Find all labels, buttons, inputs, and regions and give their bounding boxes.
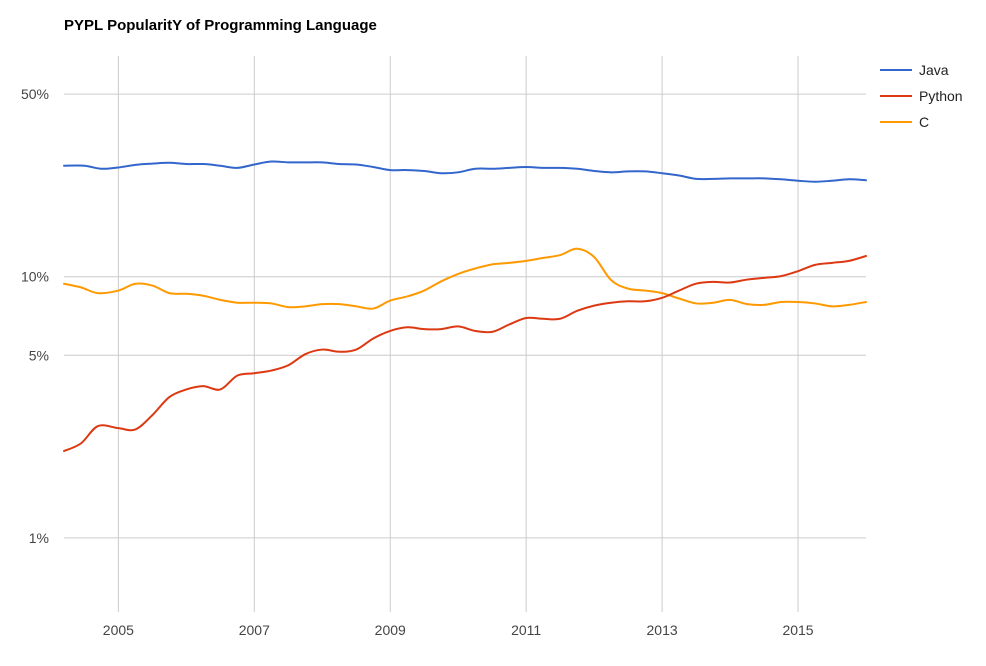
series-line-java[interactable] <box>63 160 867 183</box>
legend-label: Java <box>919 62 949 78</box>
x-tick-label: 2011 <box>511 622 541 638</box>
series-line-python[interactable] <box>63 255 867 453</box>
x-tick-label: 2005 <box>103 622 134 638</box>
gridlines <box>64 56 866 612</box>
legend-label: C <box>919 114 929 130</box>
y-tick-label: 10% <box>21 269 49 285</box>
y-tick-label: 50% <box>21 86 49 102</box>
x-tick-label: 2009 <box>375 622 406 638</box>
tick-labels: 50% 10% 5% 1% 2005 2007 2009 2011 2013 2015 <box>21 86 814 638</box>
x-tick-label: 2007 <box>239 622 270 638</box>
legend-item-c[interactable]: C <box>880 114 929 130</box>
y-tick-label: 5% <box>29 347 49 363</box>
legend-item-java[interactable]: Java <box>880 62 949 78</box>
legend-label: Python <box>919 88 963 104</box>
legend[interactable]: Java Python C <box>880 62 963 130</box>
y-tick-label: 1% <box>29 530 49 546</box>
x-tick-label: 2013 <box>647 622 678 638</box>
legend-item-python[interactable]: Python <box>880 88 963 104</box>
series-line-c[interactable] <box>63 247 867 310</box>
x-tick-label: 2015 <box>782 622 813 638</box>
chart-title: PYPL PopularitY of Programming Language <box>64 17 377 34</box>
series-lines <box>63 160 867 453</box>
